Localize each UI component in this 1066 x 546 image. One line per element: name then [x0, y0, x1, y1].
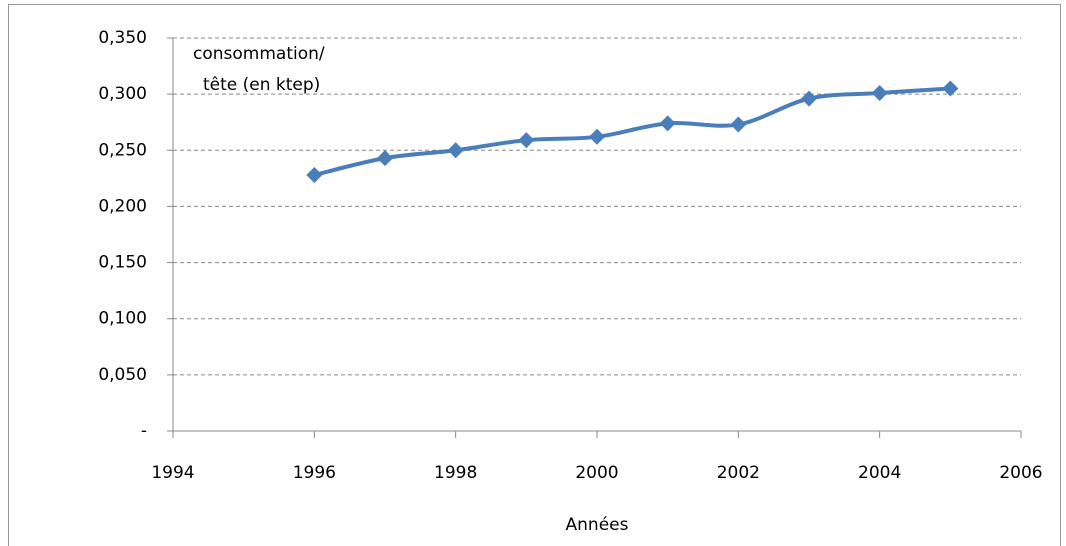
marker	[589, 128, 605, 145]
x-tick-label: 1994	[151, 463, 194, 483]
y-tick-label: 0,050	[98, 365, 147, 385]
marker	[730, 116, 747, 133]
x-tick-label: 2004	[858, 463, 901, 483]
marker	[659, 115, 676, 132]
y-tick-label: 0,350	[98, 28, 147, 48]
y-tick-label: -	[141, 421, 147, 441]
marker	[942, 80, 959, 97]
x-tick-label: 2006	[999, 463, 1042, 483]
x-tick-label: 2000	[575, 463, 618, 483]
x-tick-label: 2002	[717, 463, 760, 483]
marker	[871, 85, 888, 102]
y-tick-label: 0,250	[98, 140, 147, 160]
y-tick-label: 0,150	[98, 253, 147, 273]
x-tick-label: 1998	[434, 463, 477, 483]
y-tick-label: 0,100	[98, 309, 147, 329]
x-axis-label: Années	[566, 515, 629, 535]
marker	[377, 150, 393, 167]
marker	[518, 132, 535, 149]
line-series	[313, 86, 951, 177]
x-tick-label: 1996	[293, 463, 336, 483]
marker	[447, 142, 464, 159]
marker	[801, 90, 817, 107]
y-axis-label: consommation/	[193, 44, 325, 64]
y-tick-label: 0,200	[98, 196, 147, 216]
chart-frame	[8, 4, 1061, 546]
y-axis-label: tête (en ktep)	[203, 75, 320, 95]
y-tick-label: 0,300	[98, 84, 147, 104]
marker	[306, 166, 323, 183]
